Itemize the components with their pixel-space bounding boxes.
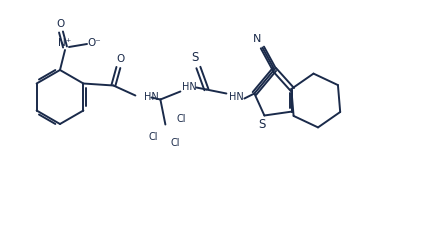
Text: O: O <box>56 19 64 29</box>
Text: S: S <box>192 51 199 64</box>
Text: Cl: Cl <box>149 131 158 142</box>
Text: S: S <box>259 118 266 131</box>
Text: Cl: Cl <box>170 137 180 148</box>
Text: Cl: Cl <box>177 115 186 124</box>
Text: N⁺: N⁺ <box>58 38 72 48</box>
Text: HN: HN <box>229 92 244 103</box>
Text: O⁻: O⁻ <box>87 38 101 48</box>
Text: HN: HN <box>182 81 197 92</box>
Text: HN: HN <box>144 92 159 101</box>
Text: N: N <box>253 34 262 43</box>
Text: O: O <box>116 54 125 65</box>
